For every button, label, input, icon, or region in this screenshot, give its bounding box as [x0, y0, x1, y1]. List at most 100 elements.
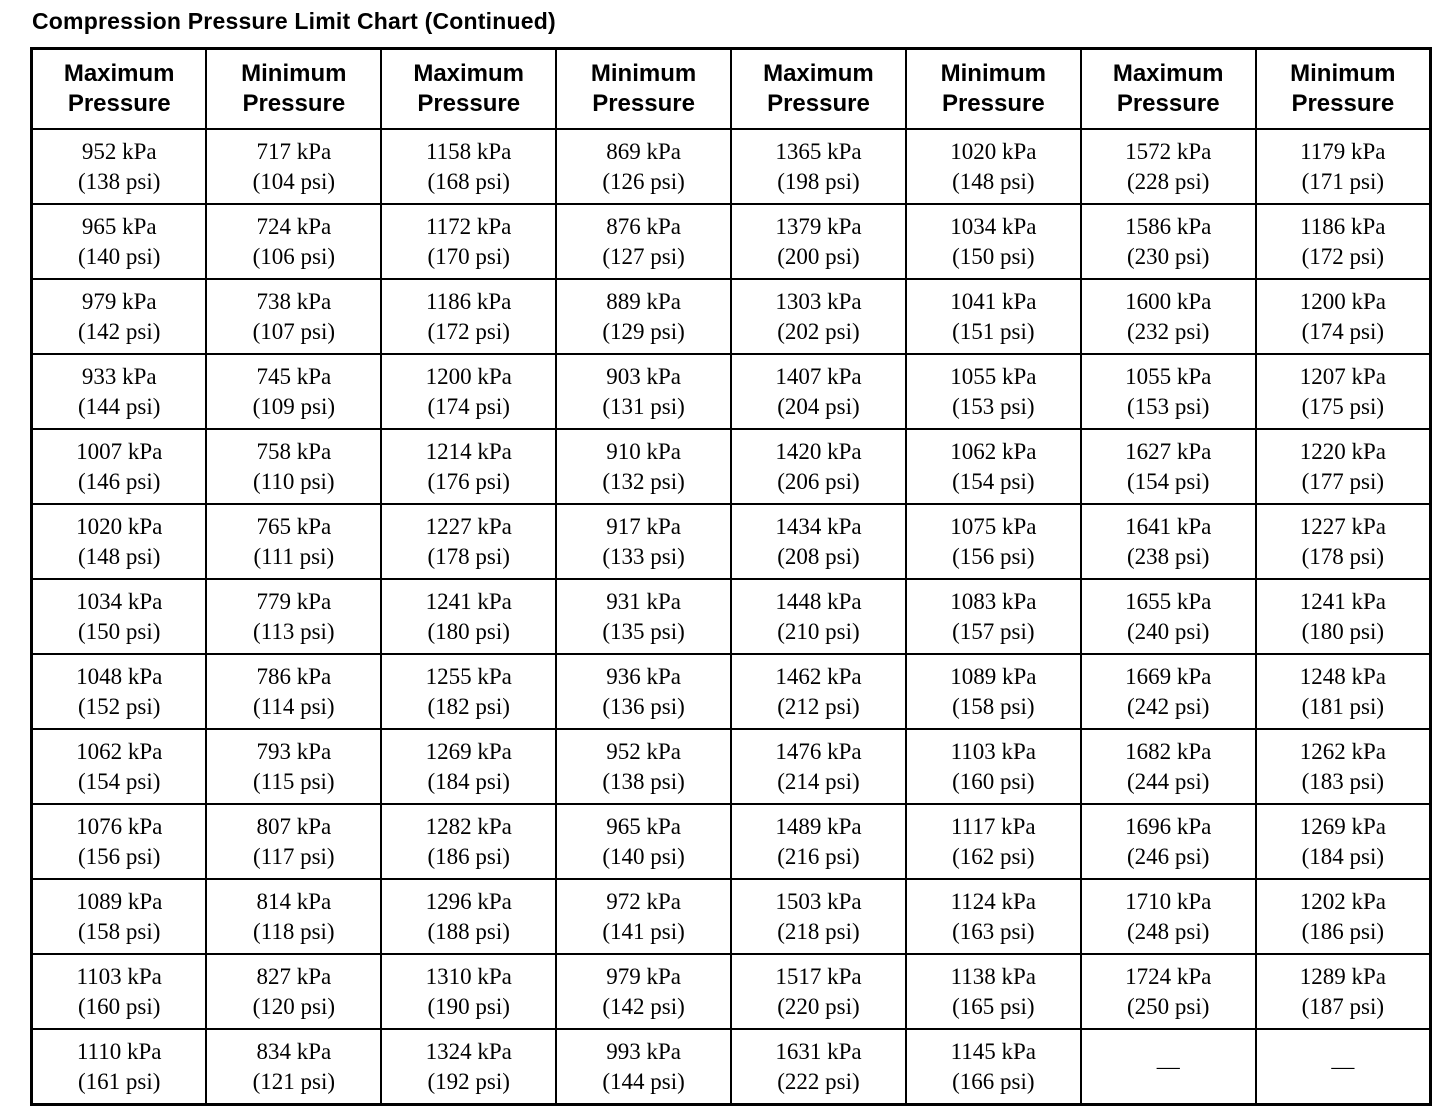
kpa-value: 876 kPa [606, 213, 681, 239]
pressure-cell: 1103 kPa (160 psi) [904, 728, 1082, 805]
psi-value: (200 psi) [777, 243, 860, 269]
pressure-cell: 876 kPa (127 psi) [555, 203, 732, 280]
psi-value: (212 psi) [777, 693, 860, 719]
pressure-cell: 1207 kPa (175 psi) [1254, 353, 1432, 430]
psi-value: (183 psi) [1301, 768, 1385, 794]
pressure-cell: 1627 kPa (154 psi) [1079, 428, 1257, 505]
kpa-value: 807 kPa [256, 813, 332, 839]
pressure-cell: 979 kPa (142 psi) [30, 278, 208, 355]
column-header: Minimum Pressure [904, 47, 1082, 130]
psi-value: (144 psi) [77, 393, 161, 419]
psi-value: (126 psi) [602, 168, 685, 194]
kpa-value: 903 kPa [606, 363, 681, 389]
pressure-cell: 1503 kPa (218 psi) [730, 878, 907, 955]
pressure-cell: 972 kPa (141 psi) [555, 878, 732, 955]
compression-pressure-table: Maximum Pressure Minimum Pressure Maximum … [30, 47, 1432, 1106]
psi-value: (177 psi) [1301, 468, 1385, 494]
pressure-cell: 1055 kPa (153 psi) [1079, 353, 1257, 430]
kpa-value: 1172 kPa [425, 213, 512, 239]
psi-value: (111 psi) [253, 543, 335, 569]
kpa-value: 1075 kPa [950, 513, 1037, 539]
pressure-cell: 1269 kPa (184 psi) [380, 728, 558, 805]
pressure-cell: 1255 kPa (182 psi) [380, 653, 558, 730]
kpa-value: 717 kPa [256, 138, 332, 164]
pressure-cell: 1110 kPa (161 psi) [30, 1028, 208, 1106]
kpa-value: 979 kPa [606, 963, 681, 989]
psi-value: (148 psi) [77, 543, 161, 569]
psi-value: (184 psi) [1301, 843, 1385, 869]
psi-value: (148 psi) [952, 168, 1035, 194]
kpa-value: 965 kPa [606, 813, 681, 839]
pressure-cell: 936 kPa (136 psi) [555, 653, 732, 730]
pressure-cell: 1462 kPa (212 psi) [730, 653, 907, 730]
pressure-cell: 786 kPa (114 psi) [205, 653, 383, 730]
pressure-cell: 1296 kPa (188 psi) [380, 878, 558, 955]
kpa-value: 1179 kPa [1300, 138, 1386, 164]
kpa-value: 1310 kPa [425, 963, 512, 989]
psi-value: (181 psi) [1301, 693, 1385, 719]
psi-value: (141 psi) [602, 918, 685, 944]
pressure-cell: 1710 kPa (248 psi) [1079, 878, 1257, 955]
psi-value: (104 psi) [252, 168, 336, 194]
pressure-cell: 1489 kPa (216 psi) [730, 803, 907, 880]
pressure-cell: 903 kPa (131 psi) [555, 353, 732, 430]
pressure-cell: 1186 kPa (172 psi) [1254, 203, 1432, 280]
column-header: Maximum Pressure [30, 47, 208, 130]
pressure-cell: 738 kPa (107 psi) [205, 278, 383, 355]
kpa-value: 1462 kPa [775, 663, 862, 689]
kpa-value: 1379 kPa [775, 213, 862, 239]
pressure-cell: 1600 kPa (232 psi) [1079, 278, 1257, 355]
table-row: 1007 kPa (146 psi) 758 kPa (110 psi) 1214 kP… [30, 428, 1432, 505]
psi-value: (127 psi) [602, 243, 685, 269]
kpa-value: 765 kPa [256, 513, 332, 539]
pressure-cell: 933 kPa (144 psi) [30, 353, 208, 430]
psi-value: (238 psi) [1126, 543, 1210, 569]
pressure-cell: 1289 kPa (187 psi) [1254, 953, 1432, 1030]
psi-value: (158 psi) [952, 693, 1035, 719]
pressure-cell: 1158 kPa (168 psi) [380, 128, 558, 205]
pressure-cell: 827 kPa (120 psi) [205, 953, 383, 1030]
kpa-value: 1062 kPa [950, 438, 1037, 464]
kpa-value: 1627 kPa [1125, 438, 1212, 464]
pressure-cell: 917 kPa (133 psi) [555, 503, 732, 580]
kpa-value: 1289 kPa [1299, 963, 1386, 989]
psi-value: (138 psi) [602, 768, 685, 794]
kpa-value: 965 kPa [81, 213, 157, 239]
kpa-value: 1262 kPa [1299, 738, 1386, 764]
kpa-value: 1103 kPa [950, 738, 1037, 764]
pressure-cell: 1476 kPa (214 psi) [730, 728, 907, 805]
psi-value: (129 psi) [602, 318, 685, 344]
kpa-value: 1248 kPa [1299, 663, 1386, 689]
psi-value: (113 psi) [253, 618, 335, 644]
pressure-cell: 1202 kPa (186 psi) [1254, 878, 1432, 955]
pressure-cell: 993 kPa (144 psi) [555, 1028, 732, 1106]
psi-value: (135 psi) [602, 618, 685, 644]
psi-value: (151 psi) [952, 318, 1035, 344]
kpa-value: 1076 kPa [76, 813, 163, 839]
kpa-value: 1227 kPa [425, 513, 512, 539]
kpa-value: 1724 kPa [1125, 963, 1212, 989]
psi-value: (154 psi) [77, 768, 161, 794]
table-row: 1103 kPa (160 psi) 827 kPa (120 psi) 1310 kP… [30, 953, 1432, 1030]
pressure-cell: 1303 kPa (202 psi) [730, 278, 907, 355]
kpa-value: 979 kPa [81, 288, 157, 314]
kpa-value: 1503 kPa [775, 888, 862, 914]
kpa-value: 1186 kPa [1300, 213, 1386, 239]
psi-value: (242 psi) [1126, 693, 1210, 719]
kpa-value: 1055 kPa [1125, 363, 1212, 389]
pressure-cell: 910 kPa (132 psi) [555, 428, 732, 505]
kpa-value: 1282 kPa [425, 813, 512, 839]
psi-value: (132 psi) [602, 468, 685, 494]
psi-value: (153 psi) [1126, 393, 1210, 419]
kpa-value: 917 kPa [606, 513, 681, 539]
kpa-value: 1586 kPa [1125, 213, 1212, 239]
table-body: 952 kPa (138 psi) 717 kPa (104 psi) 1158 kPa… [30, 128, 1432, 1106]
pressure-cell: 1117 kPa (162 psi) [904, 803, 1082, 880]
column-header: Maximum Pressure [730, 47, 907, 130]
pressure-cell: 1641 kPa (238 psi) [1079, 503, 1257, 580]
psi-value: (178 psi) [1301, 543, 1385, 569]
psi-value: (208 psi) [777, 543, 860, 569]
column-header: Minimum Pressure [1254, 47, 1432, 130]
pressure-cell: 1282 kPa (186 psi) [380, 803, 558, 880]
pressure-cell: 1020 kPa (148 psi) [30, 503, 208, 580]
